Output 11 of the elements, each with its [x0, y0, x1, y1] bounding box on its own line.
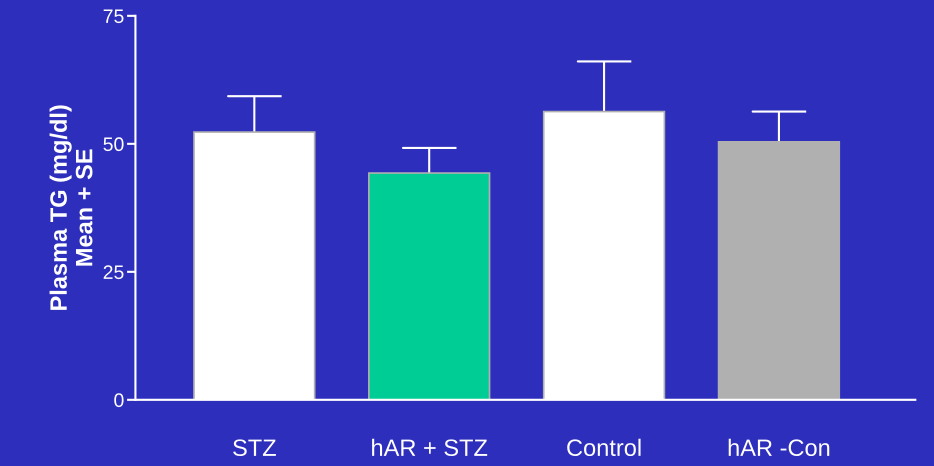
- y-axis-title: Plasma TG (mg/dl) Mean + SE: [50, 105, 92, 310]
- bar: [368, 172, 490, 400]
- x-tick-label: hAR + STZ: [372, 438, 488, 456]
- y-tick-label: 50: [103, 137, 124, 152]
- bar: [718, 140, 840, 400]
- x-tick-label: Control: [567, 438, 641, 456]
- y-tick-label: 75: [104, 10, 124, 24]
- y-tick-label: 25: [104, 265, 124, 280]
- y-tick-label: 0: [114, 393, 124, 408]
- x-tick-label: STZ: [233, 439, 276, 456]
- x-tick-label: hAR -Con: [728, 438, 830, 456]
